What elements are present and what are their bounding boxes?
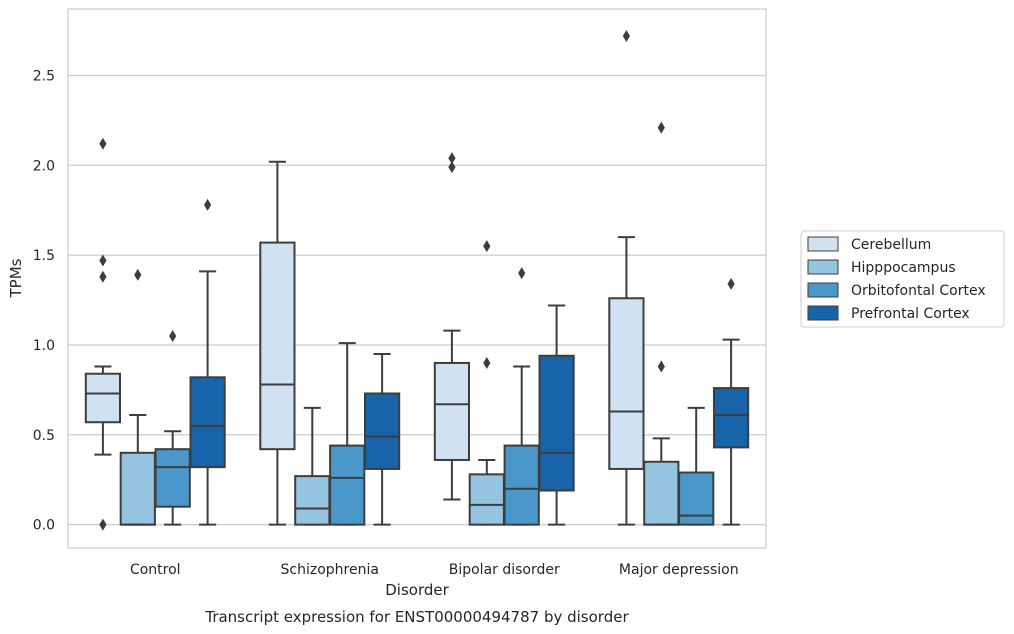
legend: Cerebellum Hipppocampus Orbitofontal Corte… [800,230,1005,328]
y-tick-label: 0.5 [33,428,55,444]
y-tick-label: 0.0 [33,518,55,534]
box-body [154,448,191,508]
box-body [678,471,715,526]
box-body [643,460,680,526]
outlier-point [483,356,491,369]
y-tick-label: 1.5 [33,248,55,264]
box-body [329,444,366,526]
box-body [468,473,505,526]
y-tick-label: 2.0 [33,158,55,174]
legend-swatch [807,236,839,252]
chart-caption: Transcript expression for ENST0000049478… [204,608,629,626]
box-group [433,152,471,501]
box-group [643,121,680,526]
outlier-point [448,161,456,174]
box-group [154,329,191,526]
outlier-point [483,240,491,253]
y-axis-label: TPMs [7,258,25,298]
box-body [608,297,645,470]
plot-frame [67,8,767,549]
y-tick-label: 1.0 [33,338,55,354]
y-tick-labels: 0.0 0.5 1.0 1.5 2.0 2.5 [33,68,55,533]
box-body [84,372,122,424]
box-body [294,475,331,526]
legend-label: Orbitofontal Cortex [851,283,986,299]
box-group [503,267,540,526]
x-tick-label: Major depression [619,562,739,578]
legend-swatch [807,259,839,275]
outlier-point [99,518,107,531]
legend-label: Cerebellum [851,237,931,253]
x-tick-label: Schizophrenia [281,562,379,578]
box-body [712,387,750,449]
legend-frame [800,230,1005,328]
box-body [503,444,540,526]
outlier-point [657,121,665,134]
box-group [468,240,505,526]
box-body [259,241,296,451]
box-group [119,268,156,526]
box-body [433,361,471,461]
outlier-point [99,270,107,283]
box-body [189,376,226,469]
box-group [329,342,366,526]
outlier-point [622,29,630,42]
box-group [363,352,401,526]
x-tick-labels: Control Schizophrenia Bipolar disorder Majo… [130,562,739,578]
box-body [363,392,401,470]
outlier-point [169,329,177,342]
box-group [538,304,575,526]
outlier-point [657,360,665,373]
outlier-point [204,198,212,211]
x-tick-label: Control [130,562,181,578]
box-body [538,354,575,492]
box-group [712,277,750,526]
outlier-point [99,137,107,150]
outlier-point [518,267,526,280]
outlier-point [448,152,456,165]
legend-swatch [807,305,839,321]
legend-label: Prefrontal Cortex [851,306,970,322]
legend-swatch [807,282,839,298]
box-group [259,160,296,526]
box-groups [84,29,750,531]
x-axis-label: Disorder [385,581,449,599]
outlier-point [134,268,142,281]
outlier-point [99,254,107,267]
box-group [189,198,226,526]
box-body [119,451,156,526]
outlier-point [727,277,735,290]
box-group [84,137,122,531]
box-group [678,406,715,526]
y-tick-label: 2.5 [33,68,55,84]
box-group [608,29,645,526]
box-group [294,406,331,526]
x-tick-label: Bipolar disorder [449,562,560,578]
legend-label: Hipppocampus [851,260,956,276]
